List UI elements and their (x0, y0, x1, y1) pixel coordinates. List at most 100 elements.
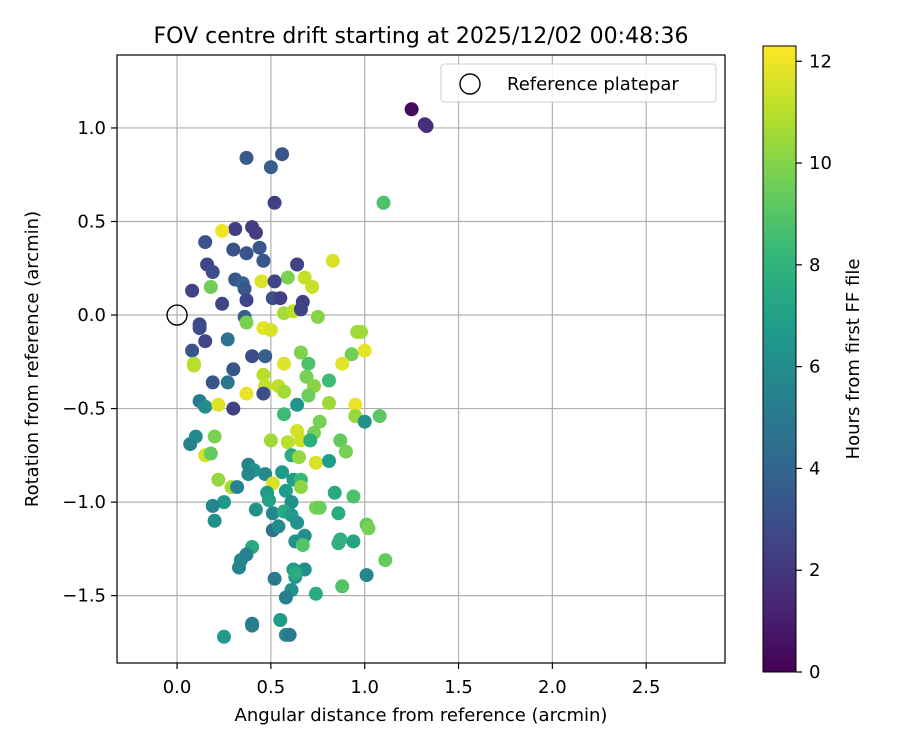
scatter-point (290, 257, 305, 272)
scatter-point (239, 293, 254, 308)
scatter-point (239, 246, 254, 261)
colorbar-tick-label: 0 (809, 662, 820, 683)
x-tick-label: 2.0 (538, 677, 567, 698)
legend: Reference platepar (440, 63, 717, 103)
scatter-point (185, 283, 200, 298)
scatter-point (263, 323, 278, 337)
scatter-point (293, 480, 308, 495)
scatter-point (333, 433, 348, 448)
scatter-point (376, 195, 391, 210)
x-tick-label: 1.5 (444, 677, 473, 698)
scatter-point (215, 223, 230, 238)
y-axis-ticks: −1.5 −1.0 −0.5 0.0 0.5 1.0 (62, 118, 117, 607)
colorbar (762, 45, 797, 673)
scatter-point (322, 373, 336, 388)
scatter-point (186, 358, 201, 373)
scatter-point (215, 296, 230, 311)
scatter-point (248, 502, 263, 517)
scatter-point (273, 613, 288, 627)
scatter-point (245, 618, 260, 633)
scatter-point (263, 433, 278, 448)
plot-frame (116, 54, 726, 664)
scatter-point (333, 532, 348, 547)
scatter-point (361, 521, 376, 536)
scatter-point (228, 222, 243, 236)
scatter-point (256, 386, 271, 401)
scatter-point (404, 102, 419, 117)
scatter-point (203, 446, 218, 461)
scatter-point (217, 495, 231, 510)
scatter-point (331, 506, 346, 521)
scatter-point (357, 343, 372, 358)
scatter-point (230, 480, 245, 495)
scatter-point (217, 629, 231, 644)
scatter-point (205, 498, 220, 513)
scatter-point (198, 235, 213, 250)
y-axis-label: Rotation from reference (arcmin) (22, 211, 43, 507)
scatter-point (354, 324, 368, 339)
scatter-point (277, 356, 291, 371)
scatter-point (232, 560, 246, 575)
scatter-point (258, 467, 273, 482)
colorbar-tick-label: 6 (809, 357, 820, 378)
y-tick-label: −1.5 (62, 586, 106, 607)
scatter-point (241, 467, 256, 482)
scatter-point (256, 253, 271, 268)
scatter-point (211, 472, 226, 487)
scatter-point (277, 384, 291, 399)
scatter-point (220, 332, 235, 347)
scatter-point (267, 195, 282, 210)
scatter-point (207, 429, 222, 444)
legend-box (440, 63, 717, 103)
colorbar-ticks: 0 2 4 6 8 10 12 (796, 51, 832, 683)
colorbar-tick-label: 10 (809, 153, 832, 174)
scatter-point (292, 450, 306, 465)
scatter-point (295, 538, 310, 553)
scatter-point (185, 343, 200, 358)
scatter-point (239, 150, 254, 165)
scatter-point (293, 345, 308, 360)
scatter-point (284, 495, 299, 510)
x-tick-label: 2.5 (632, 677, 661, 698)
reference-platepar-marker (166, 304, 188, 326)
scatter-point (282, 627, 297, 642)
scatter-point (271, 519, 286, 534)
scatter-point (301, 388, 316, 403)
scatter-point (263, 160, 278, 175)
scatter-point (346, 489, 361, 504)
reference-marker-layer (166, 304, 188, 326)
scatter-point (278, 483, 293, 498)
scatter-point (192, 321, 207, 336)
scatter-point (252, 240, 267, 255)
scatter-point (335, 356, 350, 371)
scatter-point (198, 334, 213, 349)
y-tick-label: −0.5 (62, 399, 106, 420)
x-axis-ticks: 0.0 0.5 1.0 1.5 2.0 2.5 (163, 663, 661, 698)
scatter-point (211, 397, 226, 412)
scatter-point (325, 253, 340, 268)
scatter-point (335, 579, 350, 594)
scatter-point (357, 414, 372, 429)
scatter-point (327, 485, 342, 500)
scatter-point (220, 375, 235, 390)
scatter-point (290, 397, 305, 412)
scatter-point (198, 399, 213, 414)
scatter-point (267, 571, 282, 586)
scatter-point (205, 265, 220, 279)
x-tick-label: 0.0 (163, 677, 192, 698)
x-axis-label: Angular distance from reference (arcmin) (235, 705, 608, 726)
scatter-point (275, 465, 290, 480)
y-tick-label: −1.0 (62, 492, 106, 513)
scatter-point (305, 280, 320, 294)
scatter-point (273, 291, 288, 306)
scatter-point (183, 437, 198, 452)
scatter-point (245, 349, 260, 364)
y-tick-label: 1.0 (77, 118, 106, 139)
scatter-point (256, 367, 271, 382)
scatter-point (419, 119, 434, 134)
x-tick-label: 1.0 (350, 677, 379, 698)
scatter-point (248, 225, 263, 240)
scatter-point (239, 315, 254, 330)
scatter-point (346, 534, 361, 549)
y-tick-label: 0.0 (77, 305, 106, 326)
